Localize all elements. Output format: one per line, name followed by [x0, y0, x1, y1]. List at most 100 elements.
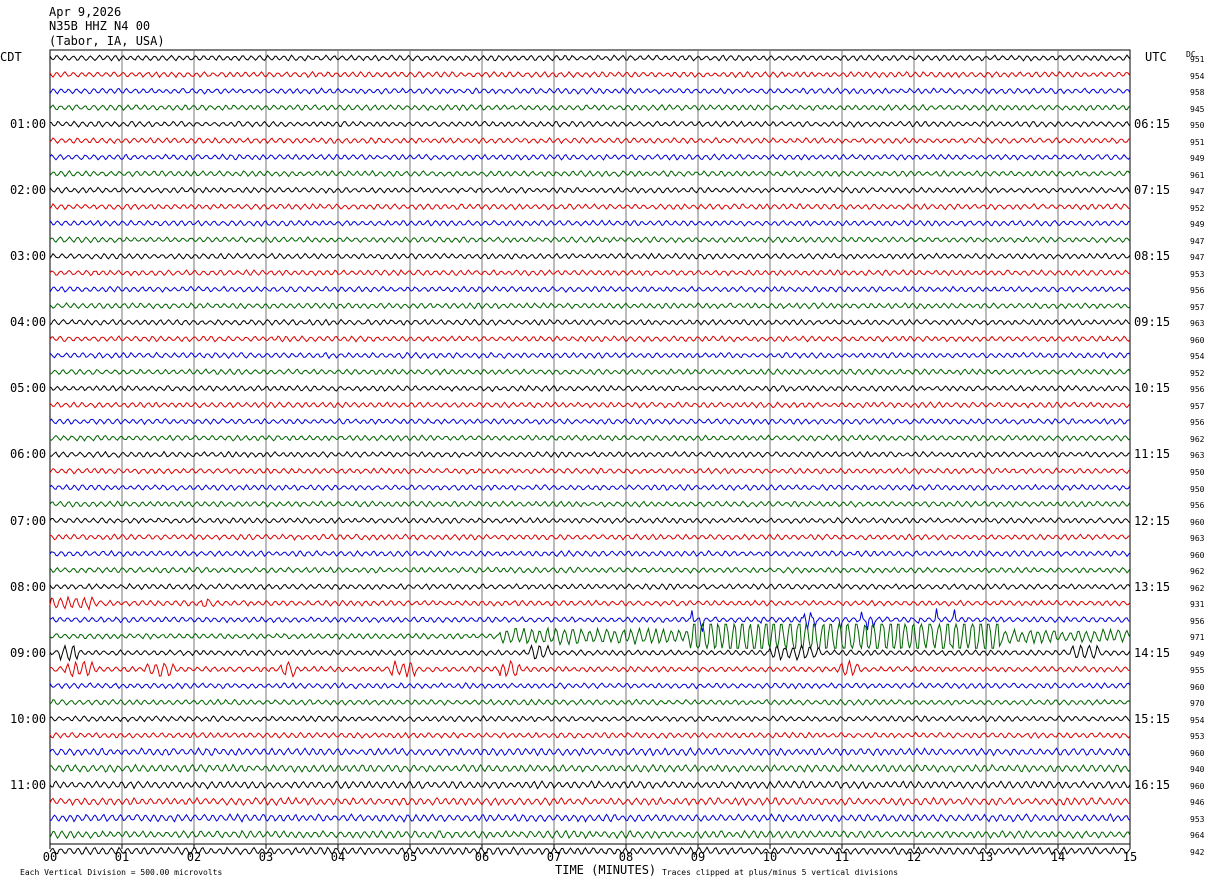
- x-tick-label: 08: [619, 850, 633, 864]
- trace-line: [49, 202, 1131, 211]
- left-hour-label: 06:00: [10, 447, 47, 462]
- trace-line: [49, 87, 1131, 95]
- x-tick-label: 02: [187, 850, 201, 864]
- plot-grid: [49, 49, 1131, 845]
- right-hour-label: 08:15: [1134, 249, 1171, 264]
- trace-line: [49, 549, 1131, 558]
- left-hour-label: 01:00: [10, 117, 47, 132]
- dc-offset-value: 970: [1190, 699, 1205, 709]
- trace-line: [49, 368, 1131, 376]
- x-tick-label: 01: [115, 850, 129, 864]
- x-tick-label: 05: [403, 850, 417, 864]
- left-hour-label: 02:00: [10, 183, 47, 198]
- trace-line: [49, 269, 1131, 277]
- trace-line: [49, 829, 1131, 840]
- trace-line: [49, 335, 1131, 343]
- dc-offset-value: 947: [1190, 187, 1205, 197]
- dc-offset-value: 931: [1190, 600, 1205, 610]
- dc-offset-value: 957: [1190, 302, 1205, 312]
- dc-offset-value: 962: [1190, 583, 1205, 593]
- trace-line: [49, 780, 1131, 790]
- trace-line: [49, 434, 1131, 442]
- trace-line: [49, 136, 1131, 145]
- left-hour-label: 04:00: [10, 315, 47, 330]
- dc-offset-value: 960: [1190, 682, 1205, 692]
- dc-offset-value: 953: [1190, 732, 1205, 742]
- header-location: (Tabor, IA, USA): [49, 34, 165, 48]
- trace-line: [49, 516, 1131, 525]
- trace-line: [49, 186, 1131, 194]
- left-hour-label: 07:00: [10, 513, 47, 528]
- dc-offset-value: 954: [1190, 715, 1205, 725]
- trace-line: [49, 566, 1131, 574]
- dc-offset-value: 951: [1190, 137, 1205, 147]
- x-tick-label: 14: [1051, 850, 1065, 864]
- trace-line: [49, 483, 1131, 492]
- x-tick-label: 06: [475, 850, 489, 864]
- trace-line: [49, 169, 1131, 178]
- dc-offset-value: 942: [1190, 847, 1205, 857]
- scale-note: Each Vertical Division = 500.00 microvol…: [20, 868, 223, 877]
- trace-line: [49, 698, 1131, 706]
- trace-line: [49, 285, 1131, 294]
- left-hour-label: 03:00: [10, 249, 47, 264]
- trace-line: [49, 500, 1131, 508]
- dc-label: DC: [1186, 50, 1196, 59]
- trace-line: [49, 659, 1130, 678]
- trace-line: [49, 467, 1131, 475]
- dc-offset-value: 961: [1190, 170, 1205, 180]
- trace-line: [49, 731, 1131, 740]
- header-station: N35B HHZ N4 00: [49, 19, 151, 33]
- left-hour-label: 11:00: [10, 777, 47, 792]
- dc-offset-value: 950: [1190, 484, 1205, 494]
- dc-offset-value: 963: [1190, 319, 1205, 329]
- trace-line: [49, 595, 1131, 612]
- trace-line: [49, 582, 1131, 591]
- x-tick-label: 10: [763, 850, 777, 864]
- dc-offset-value: 955: [1190, 666, 1205, 676]
- trace-line: [49, 236, 1131, 244]
- x-tick-label: 07: [547, 850, 561, 864]
- x-tick-label: 12: [907, 850, 921, 864]
- trace-line: [49, 302, 1131, 310]
- left-axis-label: CDT: [0, 50, 22, 64]
- trace-line: [49, 450, 1131, 459]
- trace-line: [49, 70, 1131, 79]
- trace-line: [49, 318, 1131, 326]
- dc-offset-value: 953: [1190, 269, 1205, 279]
- dc-offset-value: 950: [1190, 468, 1205, 477]
- dc-offset-value: 953: [1190, 814, 1205, 824]
- right-axis-label: UTC: [1145, 50, 1167, 64]
- trace-line: [49, 351, 1131, 360]
- trace-line: [49, 682, 1131, 690]
- dc-offset-value: 960: [1190, 781, 1205, 791]
- dc-offset-value: 962: [1190, 434, 1205, 444]
- plot-frame: [49, 49, 1131, 845]
- right-hour-label: 10:15: [1134, 381, 1171, 396]
- trace-line: [49, 622, 1131, 651]
- dc-offset-value: 956: [1190, 616, 1205, 626]
- trace-line: [49, 153, 1131, 161]
- dc-offset-value: 947: [1190, 236, 1205, 246]
- dc-offset-value: 949: [1190, 649, 1205, 659]
- dc-offset-value: 960: [1190, 335, 1205, 345]
- seismic-traces: [49, 54, 1131, 856]
- right-hour-label: 06:15: [1134, 117, 1171, 132]
- right-hour-label: 15:15: [1134, 711, 1171, 726]
- x-axis-title: TIME (MINUTES): [555, 863, 657, 877]
- x-axis-ticks: 00 01 02 03 04 05 06 07 08 09 10 11 12 13 14 15: [43, 844, 1137, 864]
- trace-line: [49, 643, 1131, 662]
- dc-offset-value: 964: [1190, 831, 1205, 841]
- x-tick-label: 00: [43, 850, 57, 864]
- dc-offset-value: 957: [1190, 401, 1205, 411]
- dc-offset-value: 963: [1190, 451, 1205, 461]
- right-hour-label: 16:15: [1134, 777, 1171, 792]
- trace-line: [49, 417, 1131, 426]
- dc-offset-value: 963: [1190, 534, 1205, 544]
- dc-offset-value: 946: [1190, 798, 1205, 808]
- dc-offset-value: 949: [1190, 220, 1205, 230]
- dc-offset-value: 951: [1190, 55, 1205, 64]
- dc-offset-value: 954: [1190, 352, 1205, 362]
- trace-line: [49, 252, 1131, 260]
